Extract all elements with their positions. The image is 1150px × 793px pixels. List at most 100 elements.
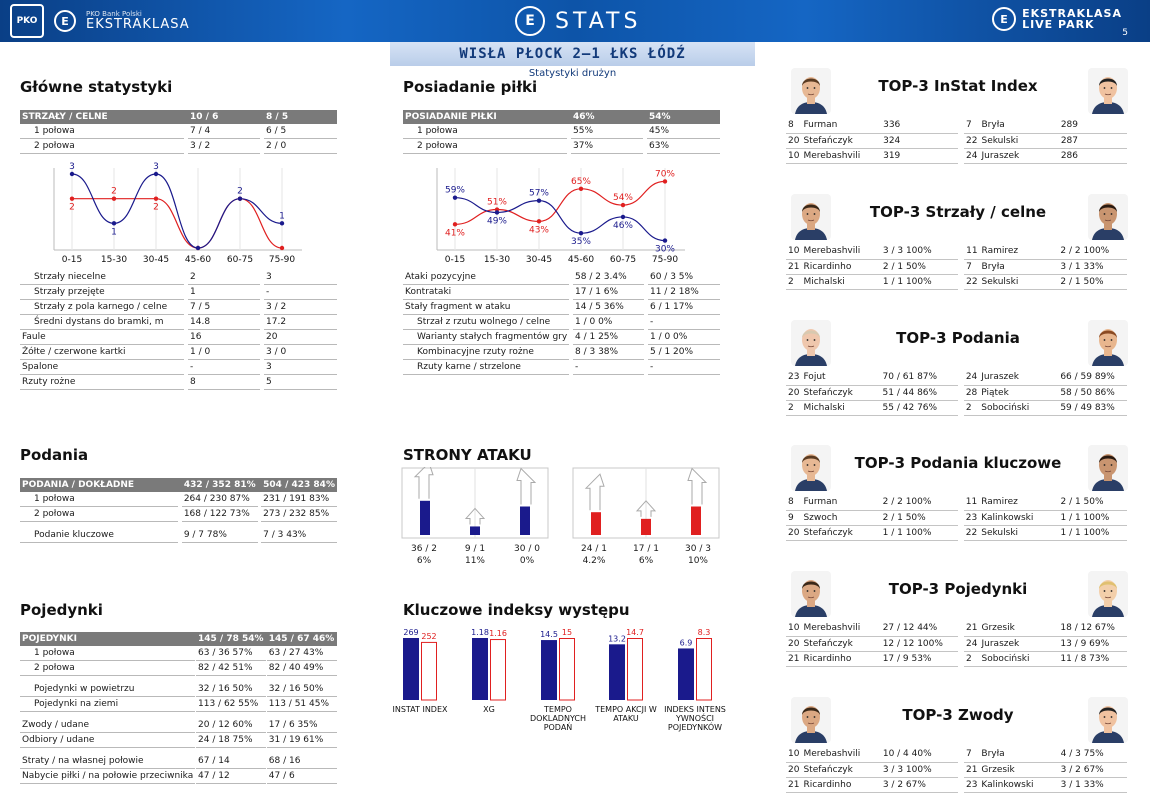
player-avatar-away — [1088, 320, 1128, 366]
player-row: 21 Ricardinho 2 / 1 50% 7 Bryła 3 / 1 33% — [786, 259, 1127, 275]
player-value: 1 / 1 100% — [880, 274, 959, 290]
away-value: 47 / 6 — [266, 769, 337, 784]
player-number: 10 — [786, 244, 802, 260]
attack-count: 24 / 1 — [581, 544, 607, 554]
header-cell: 432 / 352 81% — [181, 478, 258, 492]
attack-bar — [520, 506, 530, 535]
player-number: 22 — [964, 133, 980, 149]
live-park-top: EKSTRAKLASA — [1022, 7, 1122, 20]
kpi-bar-away — [696, 638, 712, 701]
table-row: Kombinacyjne rzuty rożne 8 / 3 38% 5 / 1 2… — [403, 345, 720, 360]
table-header-row: POSIADANIE PIŁKI 46% 54% — [403, 110, 720, 124]
series-line-away — [72, 198, 283, 249]
kpi-value-away: 14.7 — [626, 628, 644, 637]
kpi-value-home: 269 — [403, 628, 418, 637]
top3-title: TOP-3 Pojedynki — [888, 580, 1028, 598]
player-value: 3 / 1 33% — [1058, 259, 1127, 275]
away-value: 3 — [264, 360, 337, 375]
attack-count: 9 / 1 — [464, 544, 486, 554]
player-value: 319 — [881, 148, 959, 164]
attack-sides-pitch-home — [401, 467, 549, 539]
attack-percent: 11% — [464, 556, 485, 566]
player-row: 20 Stefańczyk 12 / 12 100% 24 Juraszek 13 / 9… — [786, 636, 1127, 652]
away-value: 60 / 3 5% — [647, 270, 720, 285]
player-value: 11 / 8 73% — [1058, 651, 1127, 667]
player-value: 2 / 2 100% — [1058, 244, 1127, 260]
home-value: 20 / 12 60% — [196, 718, 267, 733]
data-point — [662, 179, 668, 184]
data-label-home: 46% — [613, 221, 633, 231]
live-park-logo: E EKSTRAKLASA LIVE PARK — [992, 7, 1122, 31]
kpi-value-home: 13.2 — [608, 634, 626, 643]
x-tick-label: 30-45 — [143, 255, 169, 264]
passes-table: PODANIA / DOKŁADNE 432 / 352 81% 504 / 4… — [20, 478, 337, 543]
away-value: 63 / 27 43% — [266, 646, 337, 661]
kpi-value-away: 8.3 — [698, 628, 711, 637]
away-value: 5 — [264, 375, 337, 390]
away-value: 3 — [264, 270, 337, 285]
table-row: Rzuty rożne 8 5 — [20, 375, 337, 390]
attack-count: 36 / 2 — [411, 544, 437, 554]
player-avatar-home — [791, 697, 831, 743]
away-value: 113 / 51 45% — [266, 697, 337, 712]
player-name: Stefańczyk — [801, 762, 881, 778]
home-value: 63 / 36 57% — [196, 646, 267, 661]
player-row: 2 Michalski 1 / 1 100% 22 Sekulski 2 / 1 50% — [786, 274, 1127, 290]
data-label-home: 30% — [655, 245, 675, 255]
row-label: Pojedynki na ziemi — [20, 697, 196, 712]
player-number: 20 — [786, 133, 802, 149]
kpi-label: XG — [483, 705, 495, 714]
kpi-bar-home — [678, 648, 694, 700]
row-label: Warianty stałych fragmentów gry — [403, 330, 570, 345]
data-label-away: 70% — [655, 169, 675, 179]
data-point — [620, 214, 626, 220]
attack-count: 30 / 3 — [685, 544, 711, 554]
player-avatar-home — [791, 68, 831, 114]
away-value: 5 / 1 20% — [647, 345, 720, 360]
x-tick-label: 0-15 — [62, 255, 82, 264]
data-label-away: 51% — [487, 198, 507, 208]
ekstraklasa-logo: PKO E PKO Bank Polski EKSTRAKLASA — [10, 4, 190, 38]
attack-side-stat: 17 / 1 6% — [621, 543, 671, 567]
row-label: Nabycie piłki / na połowie przeciwnika — [20, 769, 196, 784]
player-avatar-home — [791, 445, 831, 491]
player-number: 8 — [786, 118, 802, 134]
away-value: 273 / 232 85% — [261, 507, 337, 522]
away-value: 3 / 2 — [264, 300, 337, 315]
player-row: 23 Fojut 70 / 61 87% 24 Juraszek 66 / 59 89% — [786, 370, 1127, 386]
player-name: Merebashvili — [801, 148, 882, 164]
table-row: Strzał z rzutu wolnego / celne 1 / 0 0% - — [403, 315, 720, 330]
player-row: 20 Stefańczyk 1 / 1 100% 22 Sekulski 1 / 1 10… — [786, 525, 1127, 541]
data-point — [153, 171, 159, 177]
attack-arrow-icon — [516, 467, 537, 505]
header-cell: 46% — [571, 110, 643, 124]
data-point — [69, 171, 75, 177]
player-row: 8 Furman 2 / 2 100% 11 Ramirez 2 / 1 50% — [786, 495, 1127, 511]
page-subtitle: Statystyki drużyn — [528, 68, 617, 79]
data-point — [578, 231, 584, 236]
row-label: Strzał z rzutu wolnego / celne — [403, 315, 570, 330]
top3-table: 23 Fojut 70 / 61 87% 24 Juraszek 66 / 59 89% 2… — [786, 370, 1127, 416]
data-point — [578, 186, 584, 191]
match-title: WISŁA PŁOCK 2–1 ŁKS ŁÓDŹ — [459, 46, 686, 62]
away-value: 1 / 0 0% — [647, 330, 720, 345]
attack-side-stat: 36 / 2 6% — [399, 543, 449, 567]
data-label-away: 2 — [153, 203, 159, 213]
row-label: Żółte / czerwone kartki — [20, 345, 184, 360]
data-point — [452, 195, 458, 200]
attack-percent: 6% — [416, 556, 432, 566]
player-value: 58 / 50 86% — [1058, 385, 1127, 401]
home-value: 16 — [188, 330, 260, 345]
player-number: 24 — [963, 370, 980, 386]
player-number: 7 — [963, 747, 980, 763]
data-label-away: 41% — [445, 228, 465, 238]
stats-ball-icon: E — [515, 6, 545, 36]
attack-count: 30 / 0 — [514, 544, 540, 554]
top3-table: 8 Furman 336 7 Bryła 289 20 Stefańczyk 324 22 Seku… — [786, 118, 1127, 164]
kpi-bar-away — [627, 638, 643, 701]
player-number: 10 — [786, 148, 802, 164]
data-point — [111, 221, 117, 226]
kpi-bar-home — [541, 640, 557, 700]
player-number: 20 — [786, 636, 802, 652]
player-value: 59 / 49 83% — [1058, 400, 1127, 416]
